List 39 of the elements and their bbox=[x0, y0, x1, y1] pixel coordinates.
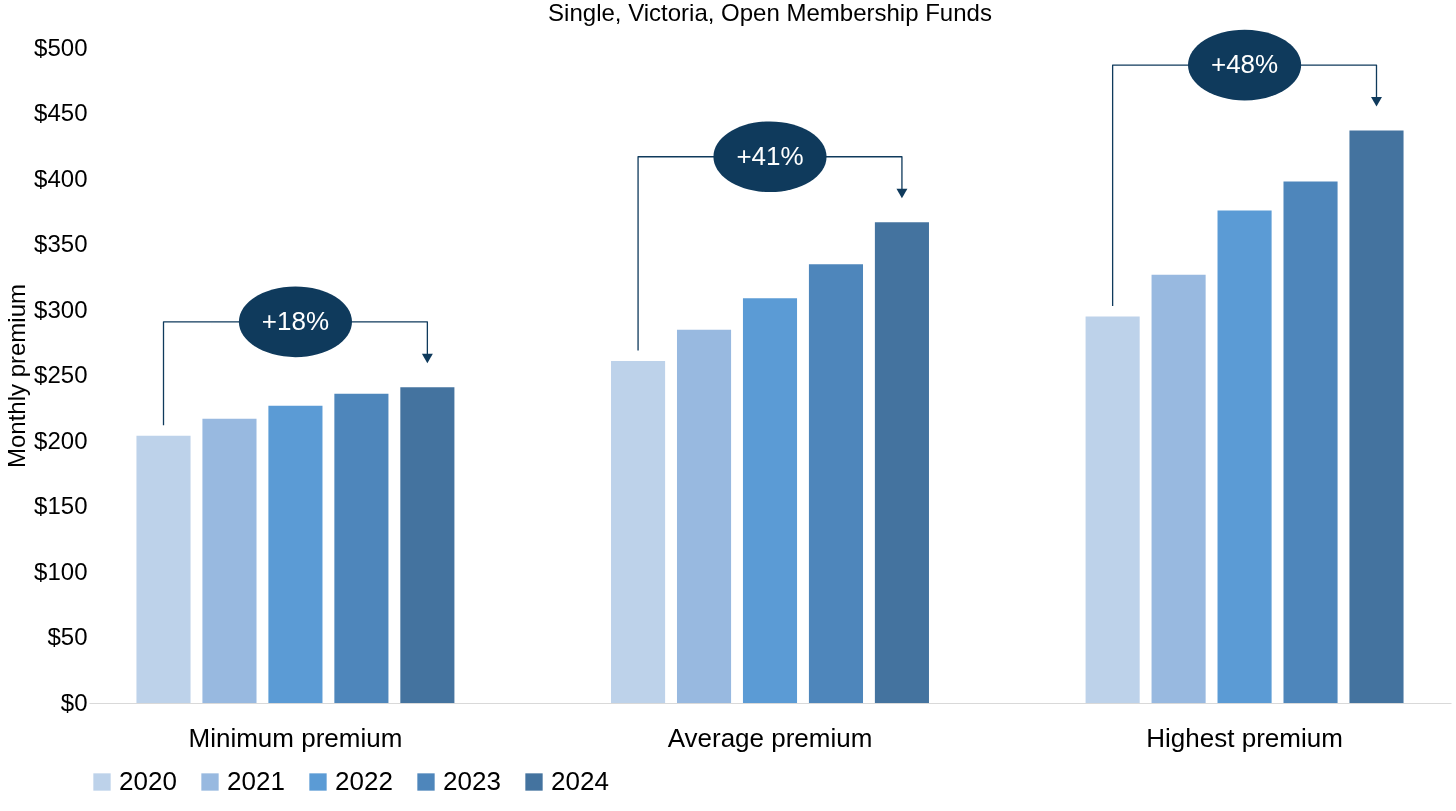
annotation: +48% bbox=[1210, 49, 1279, 80]
bar bbox=[742, 298, 798, 703]
bar bbox=[1085, 316, 1140, 703]
legend-label: 2022 bbox=[335, 766, 393, 796]
x-tick-label: Highest premium bbox=[1146, 722, 1343, 753]
legend-label: 2021 bbox=[227, 766, 285, 796]
annotation: +18% bbox=[261, 305, 330, 336]
bar bbox=[400, 387, 455, 703]
bar bbox=[611, 361, 666, 703]
legend-label: 2023 bbox=[443, 766, 501, 796]
bar bbox=[136, 435, 191, 703]
legend-label: 2024 bbox=[551, 766, 609, 796]
bar bbox=[1151, 274, 1206, 703]
y-tick-label: $350 bbox=[34, 230, 88, 257]
y-tick-label: $450 bbox=[34, 99, 88, 126]
bar bbox=[874, 222, 929, 703]
x-tick-label: Average premium bbox=[667, 722, 873, 753]
y-tick-label: $50 bbox=[47, 623, 88, 650]
bar bbox=[676, 329, 732, 703]
x-tick-label: Minimum premium bbox=[188, 722, 403, 753]
bar bbox=[1283, 181, 1338, 703]
y-tick-label: $150 bbox=[34, 492, 88, 519]
y-tick-label: $300 bbox=[34, 295, 88, 323]
y-tick-label: $200 bbox=[34, 426, 88, 454]
y-tick-label: $400 bbox=[34, 164, 88, 192]
y-tick-label: $0 bbox=[60, 688, 88, 716]
legend-label: 2020 bbox=[119, 766, 177, 796]
y-tick-label: $500 bbox=[34, 33, 88, 61]
bar bbox=[334, 393, 389, 703]
chart-title: Single, Victoria, Open Membership Funds bbox=[548, 0, 992, 26]
y-axis-title: Monthly premium bbox=[3, 283, 31, 469]
bar bbox=[1349, 130, 1404, 703]
y-tick-label: $100 bbox=[34, 557, 88, 585]
bar bbox=[1217, 210, 1272, 703]
annotation: +41% bbox=[736, 140, 804, 171]
bar bbox=[268, 405, 323, 703]
bar bbox=[202, 418, 257, 703]
bar bbox=[808, 264, 864, 703]
y-tick-label: $250 bbox=[34, 361, 88, 388]
